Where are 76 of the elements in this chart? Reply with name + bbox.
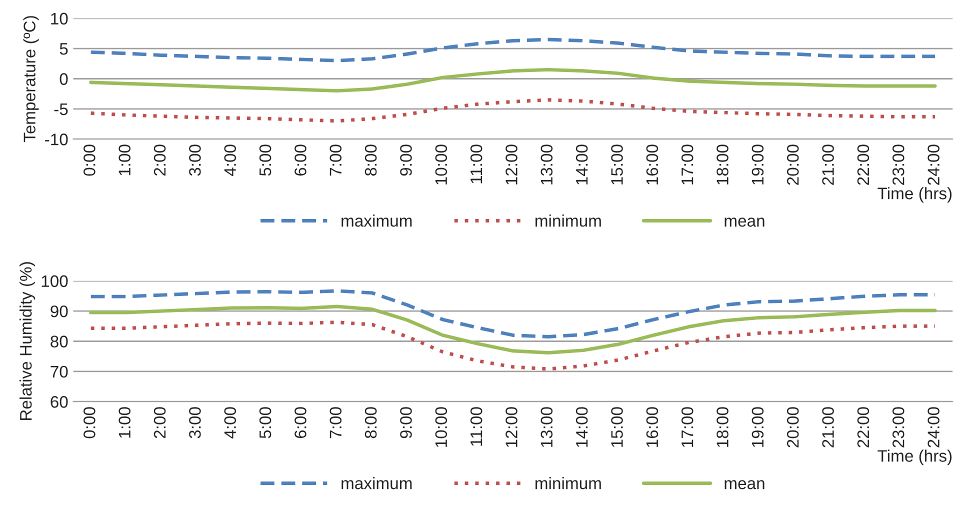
x-tick-label: 20:00 [786, 144, 799, 185]
x-tick-label: 11:00 [470, 407, 482, 446]
x-tick-label: 24:00 [928, 144, 940, 185]
line-series [89, 289, 937, 338]
x-tick-label: 12:00 [506, 144, 518, 184]
x-tick-label: 4:00 [224, 407, 236, 439]
y-tick-label: 70 [50, 366, 68, 378]
y-axis-title: Temperature (ºC) [23, 16, 39, 142]
x-tick-label: 16:00 [646, 144, 658, 184]
x-tick-label: 18:00 [716, 407, 728, 447]
line-series [89, 304, 937, 354]
y-tick-label: 80 [50, 336, 68, 348]
x-tick-label: 21:00 [822, 144, 834, 185]
legend-label: minimum [536, 214, 601, 227]
x-tick-label: 8:00 [364, 144, 377, 176]
y-axis-title: Relative Humidity (%) [20, 262, 36, 420]
line-series [89, 320, 937, 371]
y-tick-label: 10 [51, 12, 68, 25]
x-tick-label: 12:00 [506, 407, 518, 447]
x-tick-label: 15:00 [611, 407, 623, 447]
x-tick-label: 15:00 [611, 144, 623, 184]
x-axis-title: Time (hrs) [878, 450, 952, 466]
x-tick-label: 14:00 [576, 144, 588, 184]
x-tick-label: 7:00 [330, 144, 342, 176]
x-tick-label: 2:00 [154, 144, 166, 176]
x-tick-label: 17:00 [681, 144, 694, 184]
x-tick-label: 7:00 [330, 407, 342, 438]
y-tick-label: -5 [54, 104, 68, 116]
x-tick-label: 3:00 [189, 144, 201, 176]
x-tick-label: 6:00 [294, 144, 306, 176]
x-tick-label: 19:00 [752, 407, 764, 447]
line-series [89, 98, 937, 123]
x-tick-label: 9:00 [400, 144, 412, 176]
x-tick-label: 9:00 [400, 407, 412, 438]
x-tick-label: 1:00 [118, 407, 131, 438]
x-tick-label: 5:00 [259, 407, 272, 438]
y-tick-label: 0 [60, 73, 68, 85]
x-tick-label: 1:00 [118, 144, 131, 176]
legend-label: mean [724, 218, 764, 227]
x-tick-label: 11:00 [470, 144, 482, 184]
x-tick-label: 3:00 [189, 407, 201, 438]
x-tick-label: 14:00 [576, 407, 588, 447]
legend-label: minimum [536, 477, 601, 490]
x-tick-label: 22:00 [857, 144, 870, 185]
y-tick-label: 100 [42, 275, 68, 288]
line-series [89, 68, 937, 93]
x-tick-label: 20:00 [786, 407, 799, 448]
x-tick-label: 19:00 [752, 144, 764, 184]
x-tick-label: 17:00 [681, 407, 694, 447]
line-series [89, 38, 937, 62]
x-tick-label: 18:00 [716, 144, 728, 184]
x-tick-label: 8:00 [364, 407, 377, 438]
x-axis-title: Time (hrs) [878, 187, 952, 203]
x-tick-label: 22:00 [857, 407, 870, 448]
x-tick-label: 24:00 [928, 407, 940, 448]
x-tick-label: 10:00 [435, 407, 448, 447]
x-tick-label: 23:00 [892, 144, 904, 185]
y-tick-label: 5 [60, 43, 68, 55]
legend-label: mean [724, 480, 764, 490]
x-tick-label: 4:00 [224, 144, 236, 176]
x-tick-label: 21:00 [822, 407, 834, 448]
x-tick-label: 2:00 [154, 407, 166, 438]
x-tick-label: 5:00 [259, 144, 272, 176]
y-tick-label: 60 [50, 396, 68, 408]
x-tick-label: 0:00 [84, 407, 96, 438]
x-tick-label: 0:00 [84, 144, 96, 176]
x-tick-label: 23:00 [892, 407, 904, 448]
y-tick-label: -10 [45, 134, 68, 146]
x-tick-label: 10:00 [435, 144, 448, 184]
y-tick-label: 90 [50, 305, 68, 318]
legend-label: maximum [342, 477, 412, 490]
x-tick-label: 16:00 [646, 407, 658, 447]
legend-label: maximum [342, 214, 412, 227]
x-tick-label: 6:00 [294, 407, 306, 438]
x-tick-label: 13:00 [540, 144, 553, 184]
x-tick-label: 13:00 [540, 407, 553, 447]
